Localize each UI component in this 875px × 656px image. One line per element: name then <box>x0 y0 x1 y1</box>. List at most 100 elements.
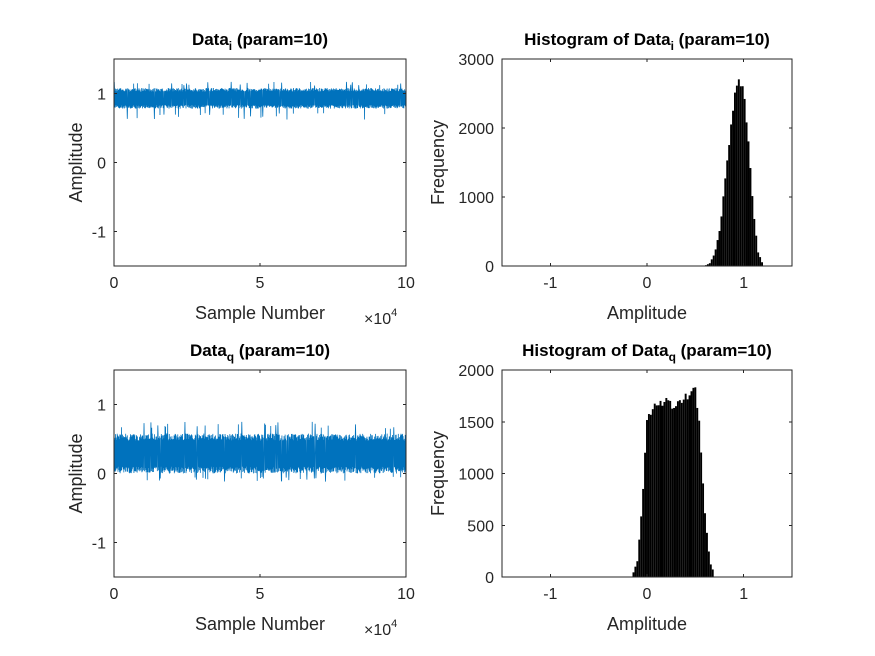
histogram-bar <box>704 513 706 577</box>
histogram-bar <box>711 569 714 577</box>
chart-title-main: Histogram of Data <box>522 341 669 360</box>
histogram-bar <box>712 255 715 266</box>
histogram-bar <box>706 264 709 266</box>
histogram-bar <box>716 240 719 266</box>
x-axis-label: Amplitude <box>607 303 687 323</box>
x-axis-label: Sample Number <box>195 614 325 634</box>
histogram-bar <box>657 405 660 577</box>
y-tick-label: -1 <box>92 225 106 242</box>
histogram-bar <box>720 216 723 266</box>
chart-title-subscript: q <box>227 350 234 364</box>
chart-title-suffix: (param=10) <box>674 30 770 49</box>
x-axis-exponent-power: 4 <box>391 307 397 319</box>
histogram-bar <box>741 86 744 266</box>
subplot-4: Histogram of Dataq (param=10) -1 0 1 0 500 100… <box>428 341 793 634</box>
histogram-bar <box>726 160 729 266</box>
histogram-bar <box>714 249 717 266</box>
histogram-bar <box>709 564 712 577</box>
histogram-bar <box>700 452 703 577</box>
histogram-bar <box>636 561 639 577</box>
y-axis-label: Amplitude <box>66 122 86 202</box>
chart-title-suffix: (param=10) <box>676 341 772 360</box>
series-line <box>114 81 406 120</box>
chart-title-main: Data <box>192 30 229 49</box>
histogram-bar <box>708 263 711 266</box>
chart-title-subscript: q <box>669 350 676 364</box>
x-axis-label: Amplitude <box>607 614 687 634</box>
histogram-bar <box>696 407 699 577</box>
y-axis-label: Frequency <box>428 431 448 516</box>
y-axis-label: Frequency <box>428 120 448 205</box>
x-tick-label: 10 <box>397 586 415 603</box>
histogram-bar <box>669 400 672 577</box>
y-axis-label: Amplitude <box>66 433 86 513</box>
histogram-bar <box>745 122 748 266</box>
x-axis-exponent: ×104 <box>364 307 397 328</box>
histogram-bar <box>747 141 750 266</box>
y-tick-label: 2000 <box>458 121 494 138</box>
chart-title-main: Data <box>190 341 227 360</box>
histogram-bar <box>682 399 685 577</box>
histogram-bar <box>732 110 734 266</box>
y-tick-label: 0 <box>97 156 106 173</box>
histogram-bar <box>739 86 742 266</box>
histogram-bar <box>642 488 645 577</box>
histogram-bar <box>661 405 664 577</box>
histogram-bar <box>653 403 656 577</box>
y-tick-label: 0 <box>97 467 106 484</box>
histogram-bar <box>724 178 727 266</box>
chart-title: Histogram of Dataq (param=10) <box>522 341 772 364</box>
histogram-bar <box>686 399 689 577</box>
histogram-bar <box>651 409 654 577</box>
histogram-bar <box>698 420 701 577</box>
histogram-bar <box>676 401 679 577</box>
histogram-bar <box>671 408 674 577</box>
x-tick-label: 10 <box>397 275 415 292</box>
histogram-bar <box>702 483 705 577</box>
y-tick-label: 3000 <box>458 52 494 69</box>
x-axis-exponent-base: ×10 <box>364 622 391 639</box>
histogram-bar <box>743 98 746 266</box>
histogram-bar <box>751 196 754 266</box>
histogram-bar <box>634 566 637 577</box>
x-tick-label: 5 <box>256 275 265 292</box>
y-tick-label: 0 <box>485 259 494 276</box>
x-tick-label: 0 <box>110 586 119 603</box>
x-tick-label: 5 <box>256 586 265 603</box>
histogram-bar <box>663 401 666 577</box>
histogram-bar <box>722 196 725 266</box>
histogram-bar <box>707 551 710 577</box>
histogram-bar <box>705 532 708 577</box>
y-tick-label: 500 <box>467 518 494 535</box>
x-axis-exponent-base: ×10 <box>364 311 391 328</box>
histogram-bar <box>735 85 738 266</box>
histogram-bar <box>753 218 756 266</box>
histogram-bar <box>734 92 736 266</box>
x-tick-label: 1 <box>739 275 748 292</box>
x-tick-label: 0 <box>110 275 119 292</box>
histogram-bar <box>680 402 683 577</box>
chart-title: Histogram of Datai (param=10) <box>524 30 770 53</box>
series-line <box>114 421 406 482</box>
y-tick-label: 1 <box>97 398 106 415</box>
histogram-bar <box>688 395 691 577</box>
y-tick-label: 2000 <box>458 363 494 380</box>
y-tick-label: 1 <box>97 87 106 104</box>
chart-title-suffix: (param=10) <box>232 30 328 49</box>
histogram-bar <box>730 124 733 266</box>
plot-area <box>632 387 714 577</box>
histogram-bar <box>644 452 647 577</box>
plot-area <box>705 79 763 266</box>
histogram-bar <box>632 572 635 577</box>
histogram-bar <box>646 420 648 577</box>
histogram-bar <box>690 391 693 577</box>
histogram-bar <box>694 387 697 577</box>
histogram-bar <box>675 406 677 577</box>
chart-title-suffix: (param=10) <box>234 341 330 360</box>
x-tick-label: 0 <box>643 275 652 292</box>
x-axis-label: Sample Number <box>195 303 325 323</box>
histogram-bar <box>640 516 643 577</box>
plot-area <box>114 81 406 120</box>
chart-title-main: Histogram of Data <box>524 30 671 49</box>
y-tick-label: -1 <box>92 536 106 553</box>
